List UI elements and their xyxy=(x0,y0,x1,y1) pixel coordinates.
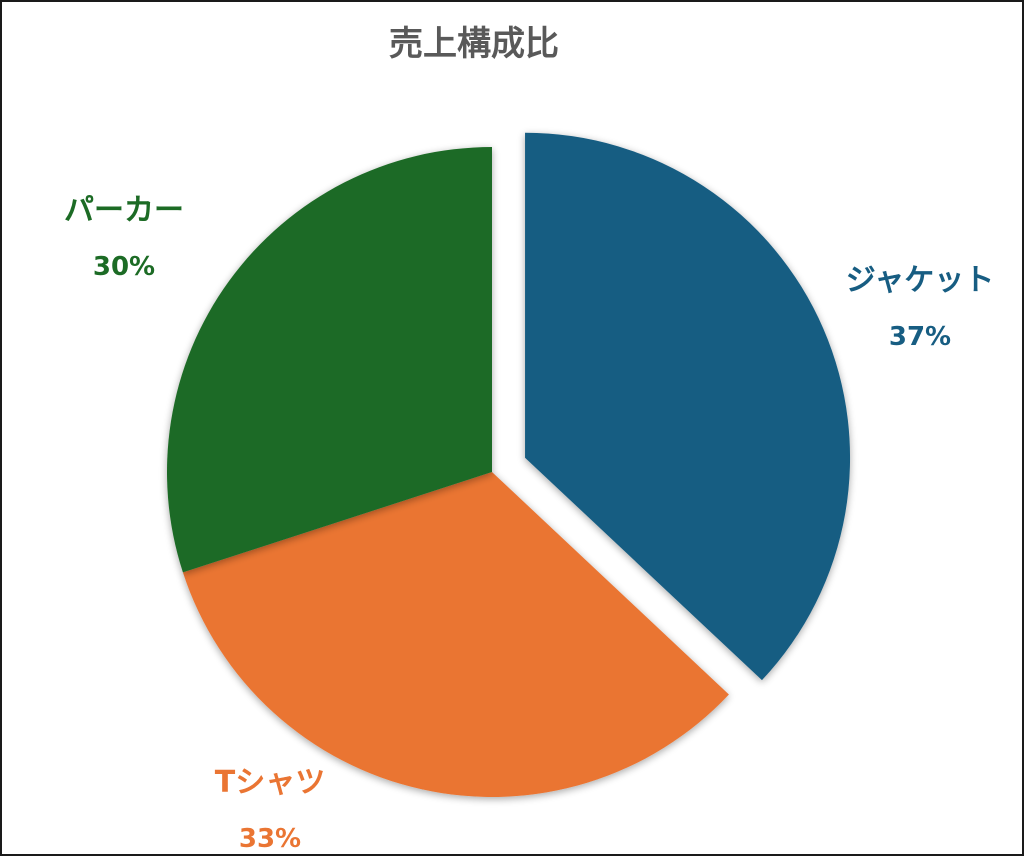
pie-slice-1 xyxy=(525,132,851,681)
slice-value-label: 37% xyxy=(889,322,951,352)
slice-category-label: ジャケット xyxy=(846,263,995,298)
pie-slices xyxy=(166,132,851,797)
slice-category-label: パーカー xyxy=(64,193,184,228)
slice-value-label: 33% xyxy=(239,824,301,854)
slice-value-label: 30% xyxy=(93,252,155,282)
pie-labels: ジャケット 37% Tシャツ 33% パーカー 30% xyxy=(64,193,994,854)
chart-title: 売上構成比 xyxy=(389,24,559,64)
pie-slice-2 xyxy=(182,472,729,797)
slice-category-label: Tシャツ xyxy=(215,765,325,800)
pie-slice-3 xyxy=(166,147,492,573)
